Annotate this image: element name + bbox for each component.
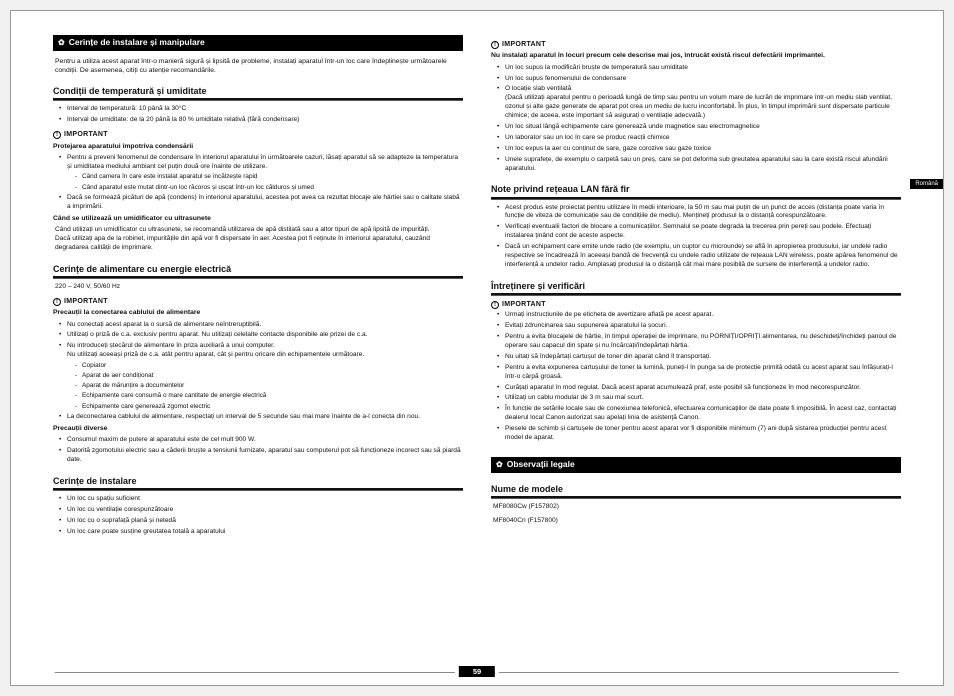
list-item: Un laborator sau un loc în care se produ… — [497, 134, 901, 143]
cond-list: Pentru a preveni fenomenul de condensare… — [59, 154, 463, 212]
important-label: ! IMPORTANT — [53, 130, 463, 139]
important-icon: ! — [53, 131, 61, 139]
wlan-list: Acest produs este proiectat pentru utili… — [497, 204, 901, 270]
right-column: ! IMPORTANT Nu instalați aparatul în loc… — [491, 35, 901, 647]
voltage-line: 220 – 240 V, 50/60 Hz — [55, 283, 461, 292]
dash-list: Copiator Aparat de aer condiționat Apara… — [75, 362, 463, 411]
intro-text: Pentru a utiliza acest aparat într-o man… — [55, 57, 461, 75]
important-text: IMPORTANT — [502, 40, 546, 49]
list-item: Un loc supus la modificări bruște de tem… — [497, 64, 901, 73]
list-item: Datorită zgomotului electric sau a căder… — [59, 447, 463, 465]
subhead-wlan: Note privind rețeaua LAN fără fir — [491, 183, 901, 198]
noinstall-list: Un loc supus la modificări bruște de tem… — [497, 64, 901, 174]
list-item: Nu uitați să îndepărtați cartușul de ton… — [497, 353, 901, 362]
list-item: O locație slab ventilată (Dacă utilizați… — [497, 85, 901, 121]
list-item: Consumul maxim de putere al aparatului e… — [59, 436, 463, 445]
list-item: Un loc expus la aer cu conținut de sare,… — [497, 145, 901, 154]
misc-list: Consumul maxim de putere al aparatului e… — [59, 436, 463, 465]
list-item: Nu introduceți ștecărul de alimentare în… — [59, 342, 463, 411]
important-text: IMPORTANT — [64, 130, 108, 139]
content-columns: Cerințe de instalare și manipulare Pentr… — [53, 35, 901, 647]
item-text: Pentru a preveni fenomenul de condensare… — [67, 154, 458, 170]
list-item: Nu conectați acest aparat la o sursă de … — [59, 321, 463, 330]
subhead-maintenance: Întreținere și verificări — [491, 280, 901, 295]
list-item: Pentru a preveni fenomenul de condensare… — [59, 154, 463, 193]
list-item: Un loc care poate susține greutatea tota… — [59, 528, 463, 537]
list-item: Pentru a evita blocajele de hârtie, în t… — [497, 333, 901, 351]
bold-humidifier: Când se utilizează un umidificator cu ul… — [53, 214, 463, 223]
bold-power-precaution: Precauții la conectarea cablului de alim… — [53, 308, 463, 317]
list-item: Unele suprafețe, de exemplu o carpetă sa… — [497, 156, 901, 174]
list-item: Piesele de schimb și cartușele de toner … — [497, 425, 901, 443]
important-text: IMPORTANT — [64, 297, 108, 306]
manual-page: Română Cerințe de instalare și manipular… — [10, 10, 944, 686]
list-item: Un loc supus fenomenului de condensare — [497, 75, 901, 84]
list-item: Aparat de aer condiționat — [75, 372, 463, 381]
important-text: IMPORTANT — [502, 300, 546, 309]
list-item: Utilizați o priză de c.a. exclusiv pentr… — [59, 331, 463, 340]
list-item: Curățați aparatul în mod regulat. Dacă a… — [497, 384, 901, 393]
list-item: Când aparatul este mutat dintr-un loc ră… — [75, 184, 463, 193]
temp-list: Interval de temperatură: 10 până la 30°C… — [59, 105, 463, 125]
list-item: Interval de umiditate: de la 20 până la … — [59, 116, 463, 125]
subhead-models: Nume de modele — [491, 483, 901, 498]
list-item: Acest produs este proiectat pentru utili… — [497, 204, 901, 222]
bold-condensation: Protejarea aparatului împotriva condensă… — [53, 142, 463, 151]
language-tab: Română — [910, 179, 943, 189]
list-item: Un loc cu ventilație corespunzătoare — [59, 506, 463, 515]
left-column: Cerințe de instalare și manipulare Pentr… — [53, 35, 463, 647]
install-list: Un loc cu spațiu suficient Un loc cu ven… — [59, 495, 463, 537]
list-item: Dacă un echipament care emite unde radio… — [497, 243, 901, 270]
important-icon: ! — [491, 301, 499, 309]
list-item: Urmați instrucțiunile de pe eticheta de … — [497, 311, 901, 320]
section-legal: Observații legale — [491, 457, 901, 473]
list-item: Verificați eventualii factori de blocare… — [497, 223, 901, 241]
list-item: Aparat de mărunțire a documentelor — [75, 382, 463, 391]
list-item: Evitați zdruncinarea sau supunerea apara… — [497, 322, 901, 331]
item-text: Nu introduceți ștecărul de alimentare în… — [67, 342, 364, 358]
list-item: Un loc cu spațiu suficient — [59, 495, 463, 504]
list-item: În funcție de setările locale sau de con… — [497, 405, 901, 423]
important-label: ! IMPORTANT — [491, 300, 901, 309]
dash-list: Când camera în care este instalat aparat… — [75, 173, 463, 192]
list-item: Echipamente care consumă o mare cantitat… — [75, 392, 463, 401]
list-item: Interval de temperatură: 10 până la 30°C — [59, 105, 463, 114]
page-number: 59 — [459, 666, 495, 677]
subhead-temp-humidity: Condiții de temperatură și umiditate — [53, 85, 463, 100]
list-item: Un loc cu o suprafață plană și netedă — [59, 517, 463, 526]
list-item: Când camera în care este instalat aparat… — [75, 173, 463, 182]
important-label: ! IMPORTANT — [53, 297, 463, 306]
important-icon: ! — [53, 298, 61, 306]
list-item: Pentru a evita expunerea cartușului de t… — [497, 364, 901, 382]
list-item: Un loc situat lângă echipamente care gen… — [497, 123, 901, 132]
power-list: Nu conectați acest aparat la o sursă de … — [59, 321, 463, 423]
important-label: ! IMPORTANT — [491, 40, 901, 49]
humidifier-text: Când utilizați un umidificator cu ultras… — [55, 226, 461, 253]
bold-no-install: Nu instalați aparatul în locuri precum c… — [491, 51, 901, 60]
list-item: Copiator — [75, 362, 463, 371]
list-item: Echipamente care generează zgomot electr… — [75, 403, 463, 412]
model-line: MF8040Cn (F157800) — [493, 517, 899, 526]
subhead-power: Cerințe de alimentare cu energie electri… — [53, 263, 463, 278]
list-item: Dacă se formează picături de apă (conden… — [59, 194, 463, 212]
list-item: La deconectarea cablului de alimentare, … — [59, 413, 463, 422]
section-install-handling: Cerințe de instalare și manipulare — [53, 35, 463, 51]
model-line: MF8080Cw (F157802) — [493, 503, 899, 512]
subhead-install-req: Cerințe de instalare — [53, 475, 463, 490]
list-item: Utilizați un cablu modular de 3 m sau ma… — [497, 394, 901, 403]
important-icon: ! — [491, 41, 499, 49]
bold-misc-precaution: Precauții diverse — [53, 424, 463, 433]
maint-list: Urmați instrucțiunile de pe eticheta de … — [497, 311, 901, 443]
